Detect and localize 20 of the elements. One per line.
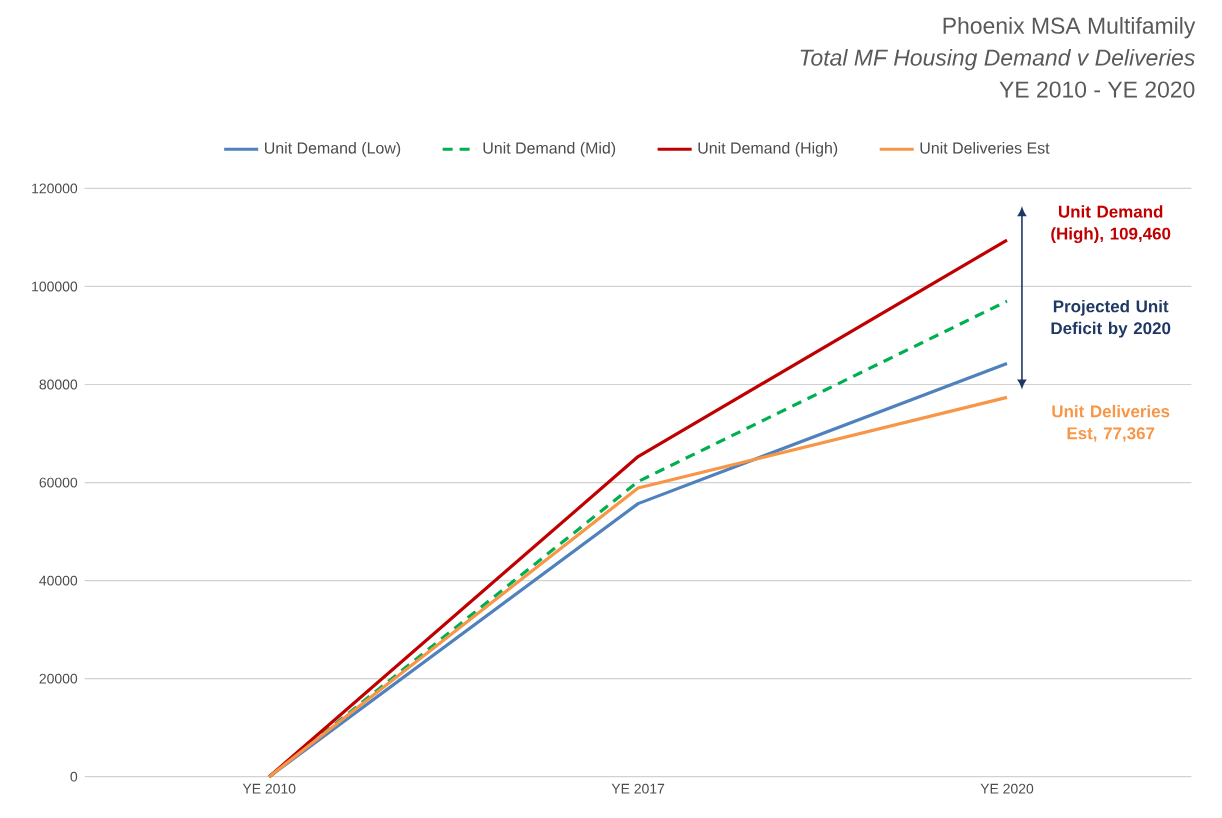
y-tick-label: 100000 xyxy=(32,281,78,292)
x-tick-label: YE 2017 xyxy=(611,783,665,794)
annotation: Unit Demand (High), 109,460 xyxy=(1051,205,1171,244)
annotation: Projected Unit Deficit by 2020 xyxy=(1051,300,1171,338)
y-tick-label: 60000 xyxy=(39,477,78,488)
y-tick-label: 120000 xyxy=(32,183,78,194)
legend-label: Unit Demand (High) xyxy=(698,142,838,158)
legend-label: Unit Deliveries Est xyxy=(920,142,1050,154)
y-tick-label: 40000 xyxy=(39,575,78,586)
y-tick-label: 0 xyxy=(70,771,78,782)
chart-title: Phoenix MSA Multifamily xyxy=(943,17,1196,39)
legend-label: Unit Demand (Mid) xyxy=(483,142,616,158)
y-tick-label: 80000 xyxy=(39,379,78,390)
text: YE 2010 - YE 2020 xyxy=(999,81,1195,98)
x-tick-label: YE 2010 xyxy=(242,783,296,794)
annotation: Unit Deliveries Est, 77,367 xyxy=(1052,405,1170,442)
y-tick-label: 20000 xyxy=(39,673,78,684)
x-tick-label: YE 2020 xyxy=(980,783,1034,794)
chart-subtitle: Total MF Housing Demand v Deliveries xyxy=(800,49,1195,71)
legend-label: Unit Demand (Low) xyxy=(265,142,401,158)
